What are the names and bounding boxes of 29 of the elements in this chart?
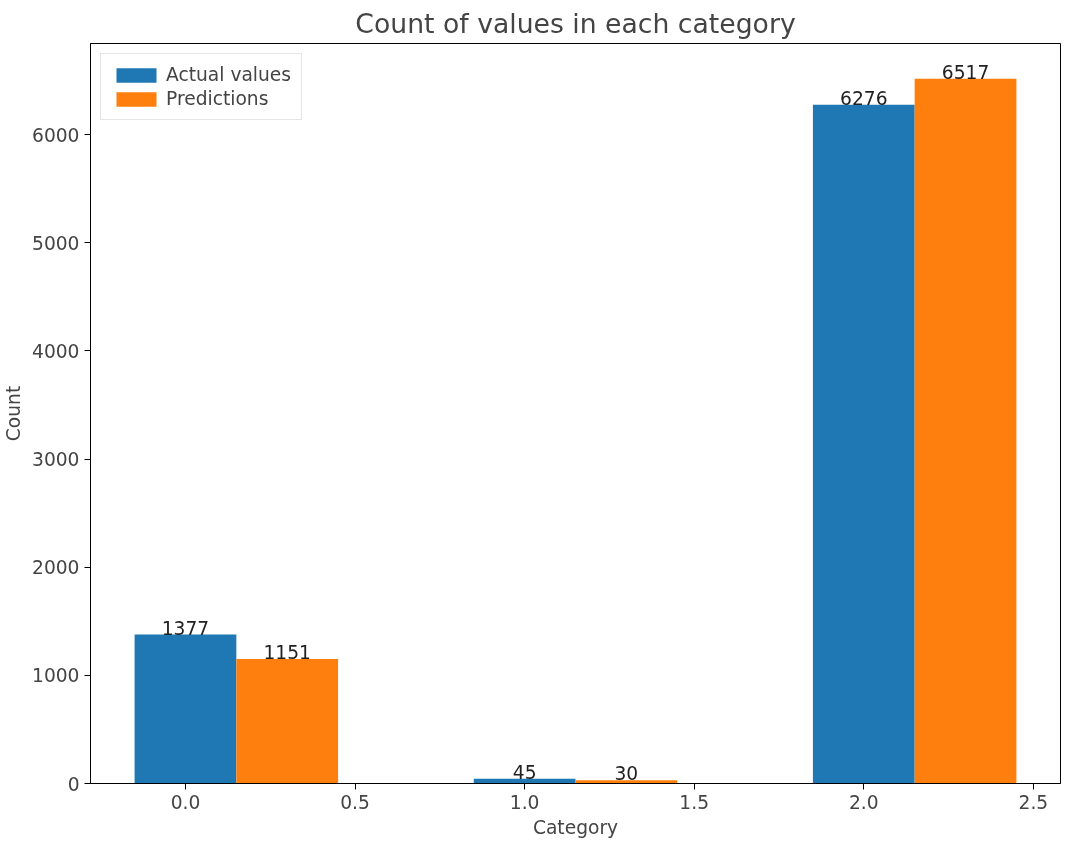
y-axis-title: Count [3,385,25,442]
data-label: 1151 [263,642,311,664]
legend-label: Actual values [166,64,292,85]
x-axis-title: Category [532,816,619,838]
data-label: 45 [512,761,537,783]
x-tick-label: 2.0 [848,791,879,813]
bar [236,659,339,784]
bar [812,104,915,784]
x-tick-label: 1.5 [679,791,710,813]
y-tick-label: 3000 [32,449,80,471]
data-label: 6517 [941,61,990,83]
data-label: 1377 [161,617,210,639]
bar [914,78,1017,784]
y-tick-label: 4000 [32,340,80,362]
y-tick-label: 6000 [32,124,80,146]
data-label: 6276 [840,87,888,109]
legend-label: Predictions [166,88,269,109]
x-tick-label: 0.0 [170,791,201,813]
y-tick-label: 2000 [32,557,80,579]
x-tick-label: 2.5 [1018,791,1049,813]
y-tick-label: 5000 [32,232,80,254]
y-tick-label: 1000 [32,665,80,687]
x-tick-label: 1.0 [509,791,540,813]
y-tick-label: 0 [67,773,80,795]
bar [134,634,237,784]
data-label: 30 [614,763,639,785]
x-tick-label: 0.5 [340,791,370,813]
bar [575,780,678,784]
chart-title: Count of values in each category [355,7,796,39]
